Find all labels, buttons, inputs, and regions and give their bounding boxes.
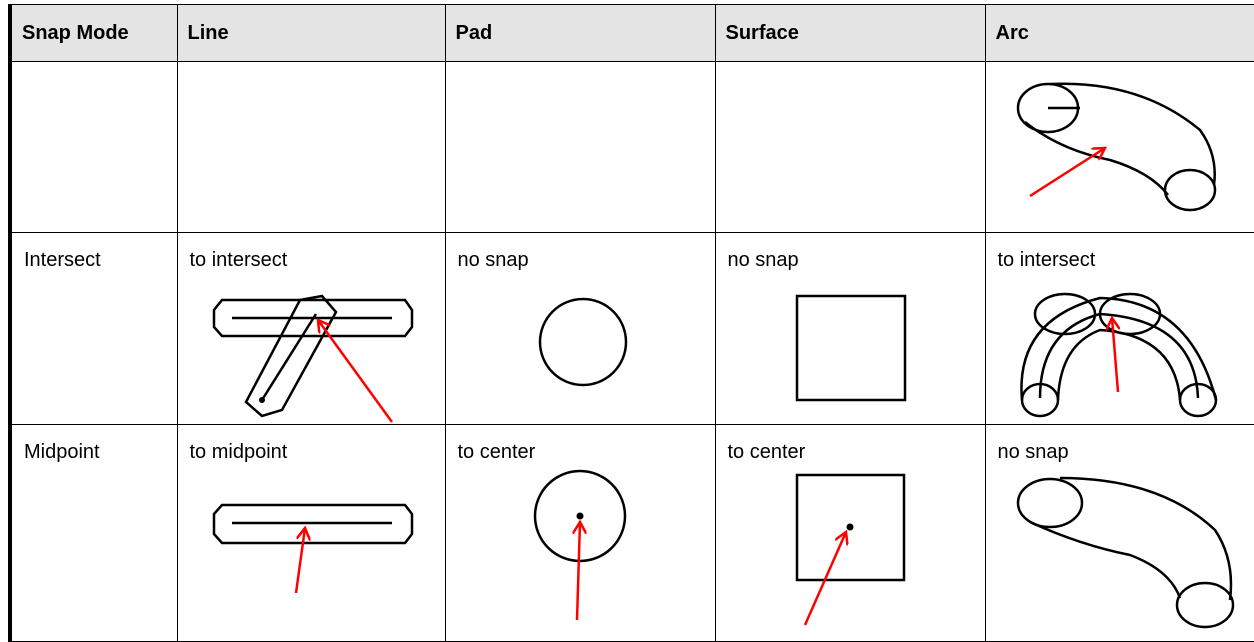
cell xyxy=(444,61,716,233)
header-cell: Arc xyxy=(984,4,1254,62)
cell: to center xyxy=(444,424,716,642)
row: Intersect to intersect no snap no snap t… xyxy=(8,232,1254,425)
header-row: Snap Mode Line Pad Surface Arc xyxy=(8,4,1254,62)
cell: no snap xyxy=(984,424,1254,642)
snap-table: Snap Mode Line Pad Surface Arc Intersect… xyxy=(8,4,1254,642)
header-cell: Surface xyxy=(714,4,986,62)
cell: Intersect xyxy=(8,232,178,425)
header-cell: Pad xyxy=(444,4,716,62)
cell: Midpoint xyxy=(8,424,178,642)
row xyxy=(8,61,1254,233)
header-cell: Line xyxy=(176,4,446,62)
cell: to intersect xyxy=(984,232,1254,425)
cell xyxy=(984,61,1254,233)
cell xyxy=(176,61,446,233)
cell: to intersect xyxy=(176,232,446,425)
cell xyxy=(714,61,986,233)
header-cell: Snap Mode xyxy=(8,4,178,62)
cell xyxy=(8,61,178,233)
cell: no snap xyxy=(714,232,986,425)
row: Midpoint to midpoint to center to center… xyxy=(8,424,1254,642)
cell: no snap xyxy=(444,232,716,425)
cell: to center xyxy=(714,424,986,642)
cell: to midpoint xyxy=(176,424,446,642)
